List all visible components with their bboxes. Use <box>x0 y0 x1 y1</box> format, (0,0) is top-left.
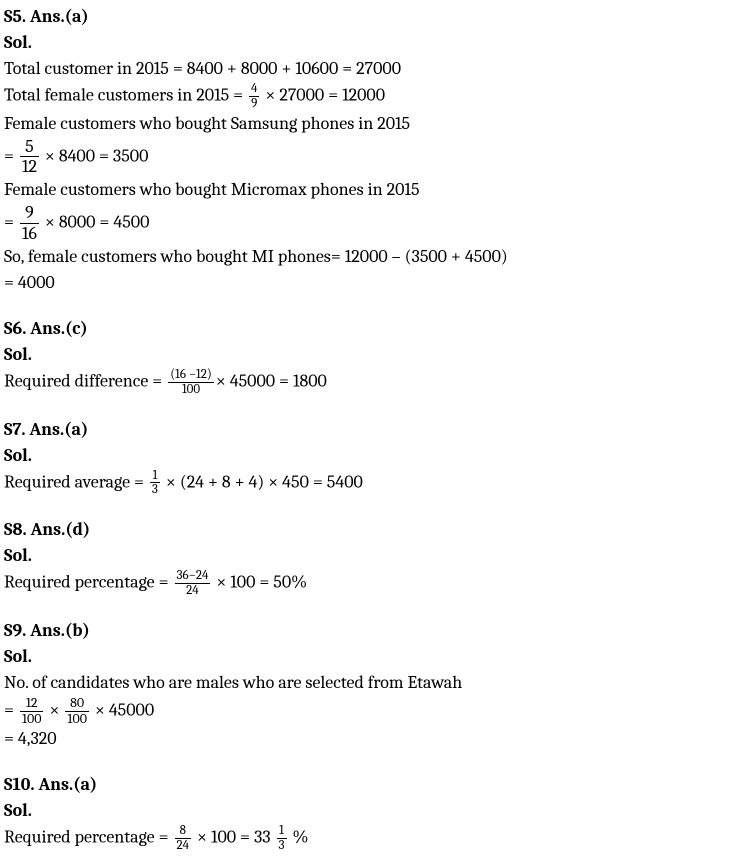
text-part: Required percentage = <box>4 572 173 593</box>
sol-label: Sol. <box>4 543 725 569</box>
fraction: 12100 <box>20 696 44 726</box>
text-part: × 45000 = 1800 <box>216 371 327 392</box>
sol-label: Sol. <box>4 798 725 824</box>
denominator: 100 <box>20 712 44 727</box>
answer-header: S6. Ans.(c) <box>4 316 725 342</box>
step-line: = 916 × 8000 = 4500 <box>4 203 725 244</box>
answer-header: S10. Ans.(a) <box>4 772 725 798</box>
solution-6: S6. Ans.(c) Sol. Required difference = (… <box>4 316 725 396</box>
denominator: 100 <box>168 383 214 397</box>
fraction: 49 <box>249 82 259 110</box>
text-part: % <box>289 827 309 848</box>
sol-label: Sol. <box>4 644 725 670</box>
solution-10: S10. Ans.(a) Sol. Required percentage = … <box>4 772 725 852</box>
denominator: 100 <box>65 712 89 727</box>
step-line: Required percentage = 36−2424 × 100 = 50… <box>4 569 725 597</box>
step-line: = 512 × 8400 = 3500 <box>4 137 725 178</box>
step-line: Female customers who bought Samsung phon… <box>4 111 725 137</box>
text-part: = <box>4 212 18 233</box>
denominator: 24 <box>175 584 211 598</box>
fraction: 824 <box>175 824 192 852</box>
step-line: Total customer in 2015 = 8400 + 8000 + 1… <box>4 56 725 82</box>
step-line: Required difference = (16 −12)100× 45000… <box>4 368 725 396</box>
text-part: Required average = <box>4 471 148 492</box>
text-part: × 8000 = 4500 <box>41 212 149 233</box>
fraction: (16 −12)100 <box>168 368 214 396</box>
step-line: Total female customers in 2015 = 49 × 27… <box>4 82 725 110</box>
text-part: × 27000 = 12000 <box>261 85 385 106</box>
text-part: × 45000 <box>91 699 154 720</box>
text-part: Required percentage = <box>4 827 173 848</box>
numerator: 4 <box>249 82 259 97</box>
fraction: 80100 <box>65 696 89 726</box>
step-line: So, female customers who bought MI phone… <box>4 244 725 270</box>
step-line: = 12100 × 80100 × 45000 <box>4 696 725 726</box>
text-part: × 100 = 50% <box>212 572 307 593</box>
step-line: Required average = 13 × (24 + 8 + 4) × 4… <box>4 469 725 497</box>
step-line: No. of candidates who are males who are … <box>4 670 725 696</box>
text-part: × 8400 = 3500 <box>41 145 148 166</box>
numerator: 1 <box>277 824 287 839</box>
denominator: 16 <box>20 224 39 244</box>
denominator: 3 <box>150 483 160 497</box>
step-line: = 4000 <box>4 270 725 296</box>
fraction: 512 <box>20 137 39 178</box>
answer-header: S8. Ans.(d) <box>4 517 725 543</box>
denominator: 24 <box>175 839 192 853</box>
solution-5: S5. Ans.(a) Sol. Total customer in 2015 … <box>4 4 725 296</box>
numerator: (16 −12) <box>168 368 214 383</box>
text-part: Required difference = <box>4 371 166 392</box>
answer-header: S5. Ans.(a) <box>4 4 725 30</box>
numerator: 9 <box>20 203 39 224</box>
sol-label: Sol. <box>4 30 725 56</box>
step-line: Female customers who bought Micromax pho… <box>4 177 725 203</box>
step-line: Required percentage = 824 × 100 = 33 13 … <box>4 824 725 852</box>
text-part: × (24 + 8 + 4) × 450 = 5400 <box>162 471 363 492</box>
numerator: 5 <box>20 137 39 158</box>
solution-7: S7. Ans.(a) Sol. Required average = 13 ×… <box>4 417 725 497</box>
answer-header: S7. Ans.(a) <box>4 417 725 443</box>
step-line: = 4,320 <box>4 726 725 752</box>
fraction: 916 <box>20 203 39 244</box>
numerator: 1 <box>150 469 160 484</box>
text-part: × <box>45 699 63 720</box>
numerator: 8 <box>175 824 192 839</box>
solution-8: S8. Ans.(d) Sol. Required percentage = 3… <box>4 517 725 597</box>
fraction: 36−2424 <box>175 569 211 597</box>
solution-9: S9. Ans.(b) Sol. No. of candidates who a… <box>4 618 725 753</box>
numerator: 36−24 <box>175 569 211 584</box>
text-part: × 100 = 33 <box>193 827 274 848</box>
denominator: 12 <box>20 157 39 177</box>
text-part: = <box>4 699 18 720</box>
sol-label: Sol. <box>4 342 725 368</box>
answer-header: S9. Ans.(b) <box>4 618 725 644</box>
text-part: Total female customers in 2015 = <box>4 85 247 106</box>
fraction: 13 <box>277 824 287 852</box>
denominator: 3 <box>277 839 287 853</box>
denominator: 9 <box>249 97 259 111</box>
fraction: 13 <box>150 469 160 497</box>
text-part: = <box>4 145 18 166</box>
sol-label: Sol. <box>4 443 725 469</box>
